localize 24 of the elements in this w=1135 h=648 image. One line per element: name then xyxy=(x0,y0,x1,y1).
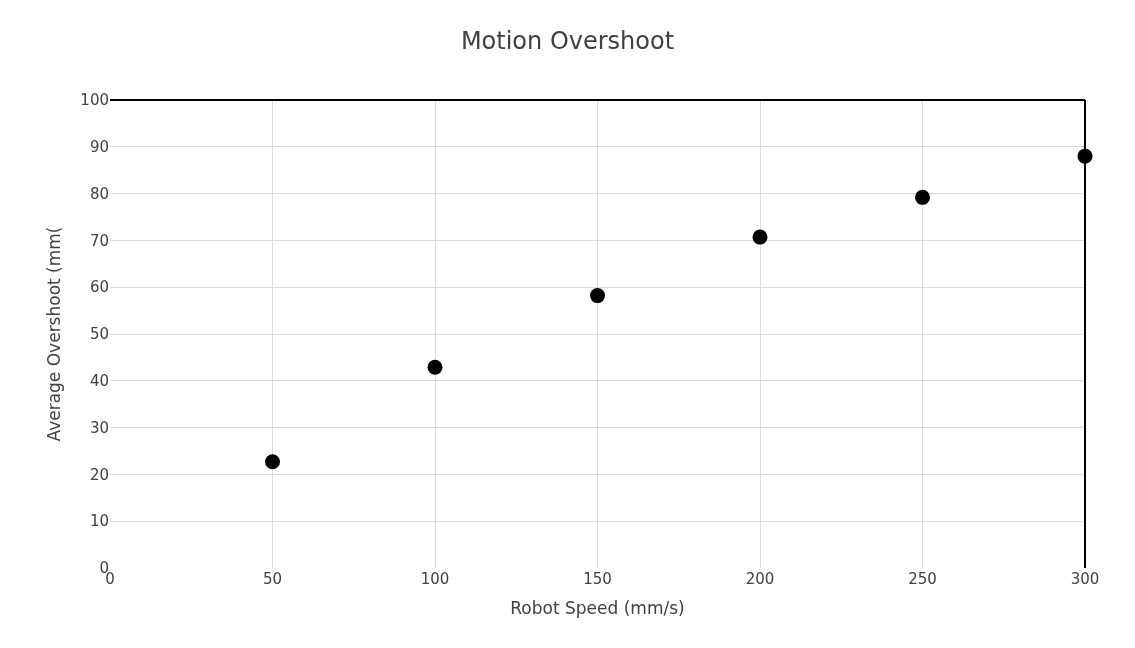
y-tick-label: 40 xyxy=(89,372,109,391)
x-tick-label: 250 xyxy=(908,570,937,588)
x-axis-title: Robot Speed (mm/s) xyxy=(510,598,685,619)
y-axis-title: Average Overshoot (mm( xyxy=(43,226,64,442)
y-tick-label: 30 xyxy=(89,418,109,437)
chart-title: Motion Overshoot xyxy=(460,27,675,56)
point xyxy=(265,454,280,470)
y-tick-label: 100 xyxy=(80,91,109,110)
point xyxy=(427,359,443,375)
point xyxy=(590,288,605,304)
y-tick-label: 60 xyxy=(89,278,109,297)
x-tick-label: 200 xyxy=(745,570,775,588)
point xyxy=(752,229,768,245)
y-tick-label: 80 xyxy=(89,184,109,203)
point xyxy=(915,189,930,205)
x-tick-label: 150 xyxy=(583,570,612,588)
y-tick-label: 90 xyxy=(89,138,109,157)
y-tick-label: 10 xyxy=(89,512,109,531)
y-tick-label: 50 xyxy=(89,325,109,344)
y-tick-label: 20 xyxy=(89,465,109,484)
x-tick-label: 300 xyxy=(1070,570,1100,588)
x-tick-label: 100 xyxy=(420,570,450,588)
y-tick-label: 70 xyxy=(89,231,109,250)
x-tick-label: 50 xyxy=(262,570,283,588)
